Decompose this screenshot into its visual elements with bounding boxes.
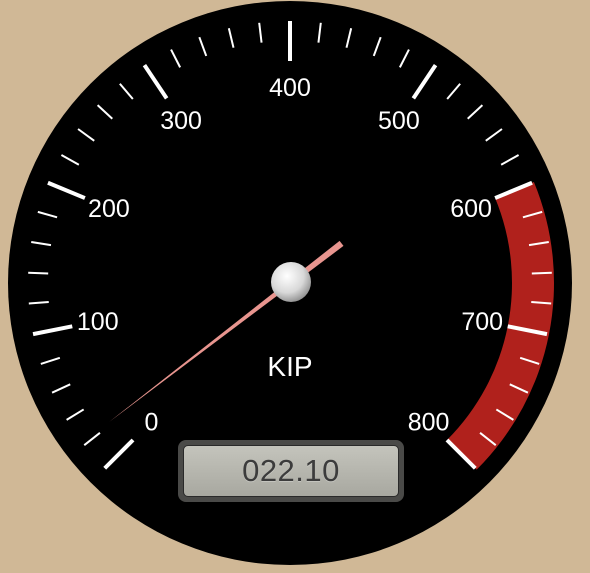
scale-label: 0 bbox=[144, 409, 158, 437]
minor-tick bbox=[37, 210, 58, 219]
minor-tick bbox=[66, 408, 85, 421]
minor-tick bbox=[479, 432, 497, 446]
scale-label: 800 bbox=[408, 409, 450, 437]
minor-tick bbox=[528, 241, 549, 247]
minor-tick bbox=[96, 104, 113, 120]
major-tick bbox=[32, 324, 73, 337]
minor-tick bbox=[509, 383, 529, 394]
minor-tick bbox=[467, 104, 484, 120]
minor-tick bbox=[40, 356, 61, 365]
major-tick bbox=[142, 64, 169, 100]
minor-tick bbox=[170, 49, 182, 68]
minor-tick bbox=[28, 300, 49, 305]
needle-hub bbox=[271, 262, 311, 302]
scale-label: 600 bbox=[450, 195, 492, 223]
minor-tick bbox=[345, 28, 353, 48]
minor-tick bbox=[372, 36, 382, 57]
minor-tick bbox=[446, 83, 461, 100]
minor-tick bbox=[317, 22, 322, 43]
minor-tick bbox=[77, 128, 95, 142]
danger-zone-band bbox=[446, 181, 554, 470]
major-tick bbox=[494, 180, 533, 200]
minor-tick bbox=[500, 154, 520, 166]
minor-tick bbox=[51, 383, 71, 394]
scale-label: 100 bbox=[77, 308, 119, 336]
major-tick bbox=[103, 438, 135, 470]
scale-label: 200 bbox=[88, 195, 130, 223]
minor-tick bbox=[28, 271, 49, 275]
scale-label: 400 bbox=[269, 74, 311, 102]
major-tick bbox=[47, 180, 86, 200]
major-tick bbox=[507, 324, 548, 337]
minor-tick bbox=[227, 28, 235, 48]
minor-tick bbox=[83, 432, 101, 446]
minor-tick bbox=[198, 36, 208, 57]
unit-label: KIP bbox=[267, 351, 312, 382]
minor-tick bbox=[519, 356, 540, 365]
minor-tick bbox=[31, 241, 52, 247]
scale-label: 300 bbox=[160, 107, 202, 135]
major-tick bbox=[445, 438, 477, 470]
minor-tick bbox=[60, 154, 80, 166]
minor-tick bbox=[531, 271, 552, 275]
scale-label: 500 bbox=[378, 107, 420, 135]
minor-tick bbox=[485, 128, 503, 142]
minor-tick bbox=[119, 83, 134, 100]
minor-tick bbox=[531, 300, 552, 305]
scale-label: 700 bbox=[461, 308, 503, 336]
minor-tick bbox=[258, 22, 263, 43]
major-tick bbox=[411, 64, 438, 100]
minor-tick bbox=[522, 210, 543, 219]
readout-display: 022.10 bbox=[178, 440, 404, 502]
minor-tick bbox=[398, 49, 410, 68]
minor-tick bbox=[495, 408, 514, 421]
readout-value: 022.10 bbox=[183, 445, 399, 497]
